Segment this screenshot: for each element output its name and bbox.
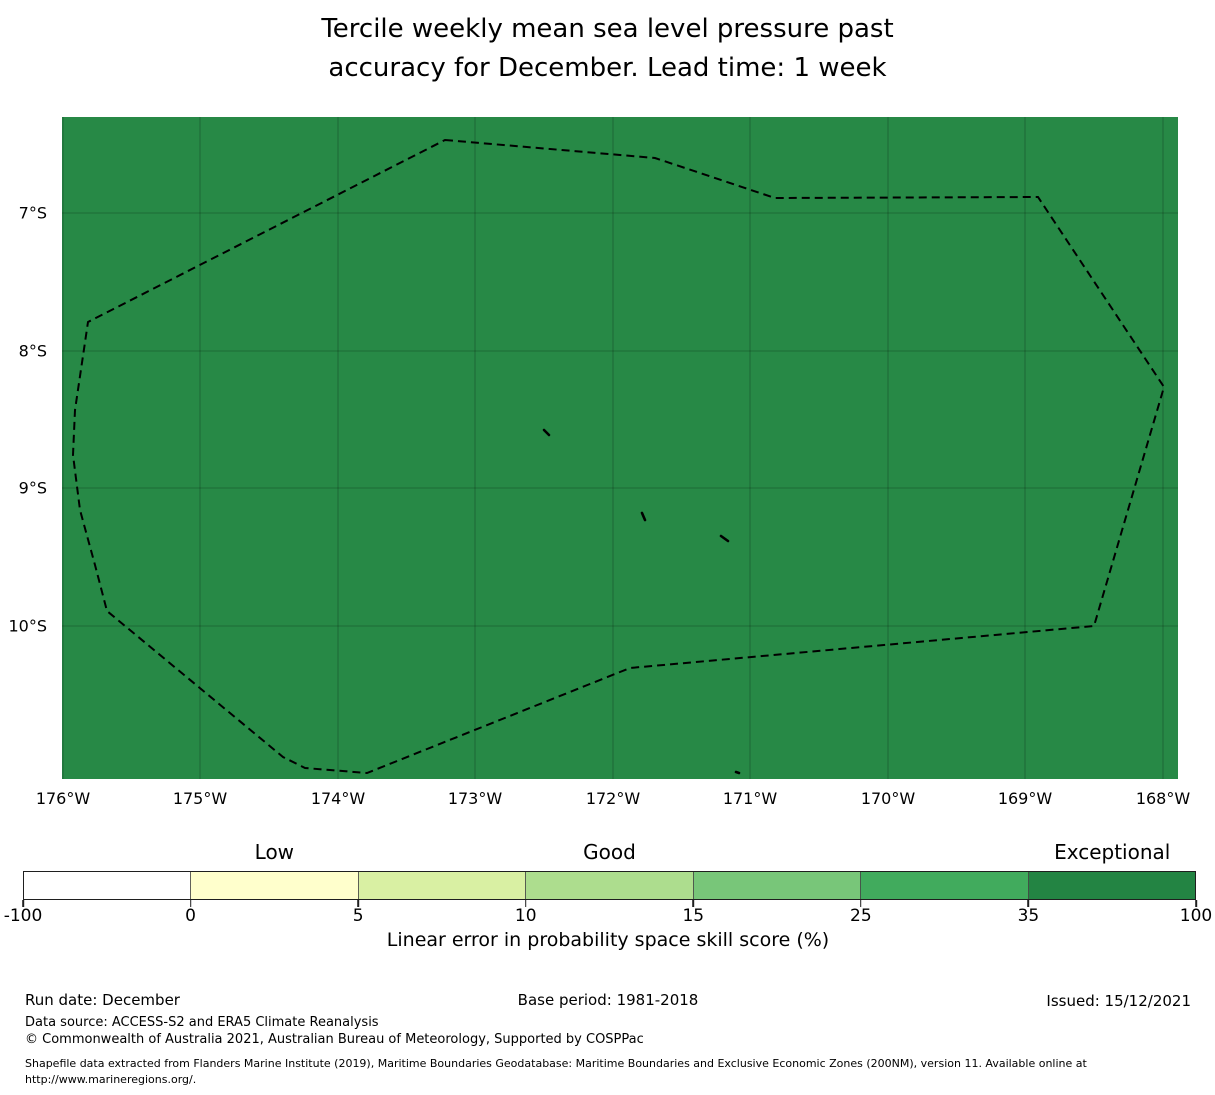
island-mark xyxy=(734,770,741,775)
eez-boundary-dashed xyxy=(71,138,1166,775)
island-mark xyxy=(640,511,647,522)
island-mark xyxy=(542,428,551,437)
x-tick-label: 175°W xyxy=(172,789,228,808)
y-tick-label: 8°S xyxy=(18,341,47,361)
y-tick-label: 7°S xyxy=(18,203,47,223)
colorbar-tick-label: 10 xyxy=(514,906,537,926)
colorbar-tick-mark xyxy=(1195,900,1197,907)
colorbar-tick-label: 0 xyxy=(185,906,196,926)
colorbar-segment xyxy=(692,872,861,899)
colorbar-category-label: Low xyxy=(254,840,295,864)
colorbar-tick-label: 35 xyxy=(1017,906,1040,926)
x-tick-label: 174°W xyxy=(310,789,366,808)
colorbar-tick-label: -100 xyxy=(3,906,43,926)
colorbar-tick-mark xyxy=(524,900,527,907)
colorbar-segment xyxy=(24,872,191,899)
colorbar-tick-mark xyxy=(22,900,24,907)
data-source-text: Data source: ACCESS-S2 and ERA5 Climate … xyxy=(25,1015,379,1030)
run-date-text: Run date: December xyxy=(25,991,180,1009)
island-mark xyxy=(719,534,730,543)
shapefile-note-text: Shapefile data extracted from Flanders M… xyxy=(25,1057,1087,1086)
issued-date-text: Issued: 15/12/2021 xyxy=(1046,992,1191,1010)
colorbar-tick-label: 25 xyxy=(850,906,872,926)
copyright-text: © Commonwealth of Australia 2021, Austra… xyxy=(25,1032,644,1047)
figure-title: Tercile weekly mean sea level pressure p… xyxy=(0,10,1215,88)
x-tick-label: 171°W xyxy=(722,789,778,808)
figure-title-line1: Tercile weekly mean sea level pressure p… xyxy=(321,14,894,44)
figure-title-line2: accuracy for December. Lead time: 1 week xyxy=(328,53,887,83)
x-tick-label: 176°W xyxy=(35,789,91,808)
colorbar-segment xyxy=(525,872,693,899)
colorbar-tick-mark xyxy=(357,900,359,907)
colorbar-tick-label: 100 xyxy=(1179,906,1213,926)
y-tick-label: 10°S xyxy=(8,616,47,636)
colorbar-category-label: Exceptional xyxy=(1054,840,1171,864)
map-ocean-fill xyxy=(62,117,1178,779)
colorbar-tick-mark xyxy=(692,900,695,907)
colorbar-tick-label: 5 xyxy=(352,906,364,926)
colorbar-segment xyxy=(190,872,358,899)
map-canvas xyxy=(62,117,1178,779)
x-tick-label: 170°W xyxy=(860,789,916,808)
y-tick-label: 9°S xyxy=(18,478,47,498)
colorbar-tick-mark xyxy=(189,900,192,907)
colorbar xyxy=(23,871,1196,900)
x-tick-label: 168°W xyxy=(1135,789,1191,808)
colorbar-tick-mark xyxy=(860,900,862,907)
colorbar-tick-mark xyxy=(1027,900,1030,907)
colorbar-segment xyxy=(860,872,1028,899)
x-tick-label: 173°W xyxy=(447,789,503,808)
x-tick-label: 172°W xyxy=(585,789,641,808)
colorbar-axis-label: Linear error in probability space skill … xyxy=(386,929,830,951)
colorbar-tick-label: 15 xyxy=(682,906,705,926)
colorbar-category-label: Good xyxy=(583,840,636,864)
colorbar-segment xyxy=(357,872,526,899)
x-tick-label: 169°W xyxy=(997,789,1053,808)
base-period-text: Base period: 1981-2018 xyxy=(517,991,699,1009)
colorbar-segment xyxy=(1027,872,1195,899)
